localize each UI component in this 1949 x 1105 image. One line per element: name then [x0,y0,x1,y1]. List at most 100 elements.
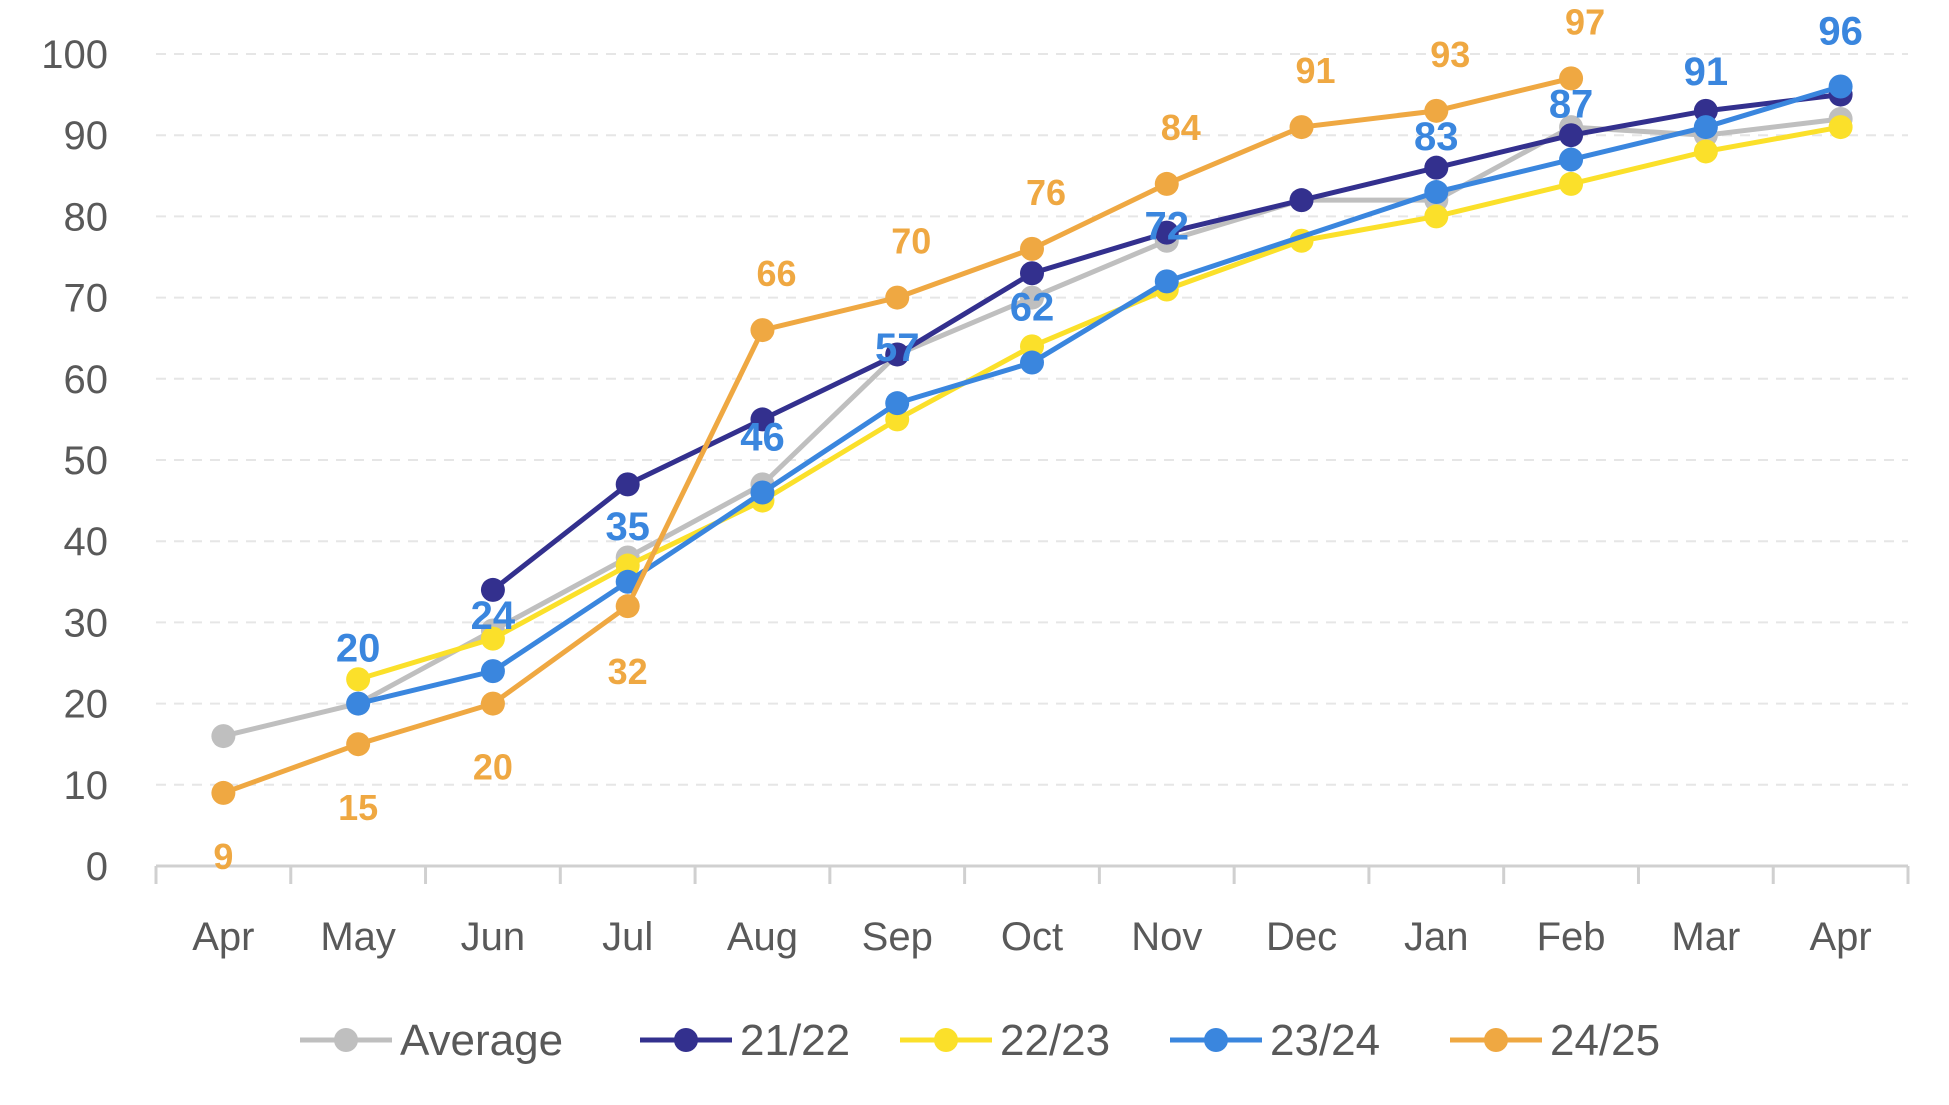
series-line [355,83,1844,707]
data-label: 46 [740,415,785,459]
series-23-24 [346,74,1853,716]
data-point [1020,236,1044,261]
legend-label: 23/24 [1270,1016,1380,1065]
legend-item: Average [300,1016,563,1065]
y-tick-label: 60 [64,358,109,402]
data-label: 20 [473,747,513,788]
x-tick-label: May [320,915,396,959]
data-point [1693,115,1718,140]
data-point [211,724,236,749]
data-point [1424,180,1449,205]
data-label: 70 [891,221,931,262]
data-label: 15 [338,787,378,828]
data-label: 76 [1026,172,1066,213]
legend-swatch-marker [1204,1028,1228,1052]
data-point [480,659,505,684]
data-point [615,472,640,497]
data-point [750,318,775,343]
data-point [480,626,505,651]
legend-swatch-marker [1484,1028,1508,1052]
x-tick-label: Nov [1131,915,1202,959]
data-point [1559,171,1584,196]
data-point [1154,269,1179,294]
data-label: 57 [875,326,920,370]
data-point [615,594,640,619]
legend-item: 23/24 [1170,1016,1380,1065]
data-label: 66 [756,253,796,294]
y-tick-label: 30 [64,601,109,645]
y-tick-label: 70 [64,277,109,321]
legend-swatch-marker [674,1028,698,1052]
data-point [1424,204,1449,229]
data-label: 24 [471,594,516,638]
y-tick-label: 40 [64,520,109,564]
y-tick-label: 80 [64,195,109,239]
x-tick-label: Aug [727,915,798,959]
series-24-25 [211,66,1584,805]
legend-swatch-marker [934,1028,958,1052]
series-22-23 [346,115,1853,692]
y-tick-label: 20 [64,683,109,727]
legend: Average 21/22 22/23 23/24 24/25 [300,1016,1660,1065]
legend-label: 21/22 [740,1016,850,1065]
y-tick-label: 10 [64,764,109,808]
data-point [1828,115,1853,140]
data-label: 97 [1565,1,1605,42]
data-point [346,691,371,716]
data-point [885,342,910,367]
x-tick-label: Apr [1809,915,1871,959]
legend-label: 22/23 [1000,1016,1110,1065]
data-label: 83 [1414,115,1459,159]
legend-swatch-marker [334,1028,358,1052]
data-point [1020,350,1044,375]
data-point [346,667,371,692]
legend-label: 24/25 [1550,1016,1660,1065]
data-label: 91 [1684,50,1729,94]
data-label: 32 [608,651,648,692]
y-axis-tick-labels: 0 10 20 30 40 50 60 70 80 90 100 [41,33,108,889]
x-axis [154,864,1910,884]
x-tick-label: Mar [1671,915,1740,959]
data-point [885,285,910,310]
data-point [1559,123,1584,148]
data-label: 62 [1010,286,1055,330]
data-point [211,780,236,805]
gridlines [156,53,1908,786]
data-point [750,480,775,505]
x-tick-label: Dec [1266,915,1337,959]
data-label: 87 [1549,83,1594,127]
x-tick-label: Jan [1404,915,1469,959]
data-label: 96 [1818,9,1863,53]
y-tick-label: 100 [41,33,108,77]
x-axis-tick-labels: Apr May Jun Jul Aug Sep Oct Nov Dec Jan Feb Mar Apr [192,915,1871,959]
data-label: 91 [1296,50,1336,91]
legend-item: 24/25 [1450,1016,1660,1065]
x-tick-label: Apr [192,915,254,959]
y-tick-label: 50 [64,439,109,483]
data-point [1289,115,1314,140]
data-point [1154,171,1179,196]
data-point [1020,261,1044,286]
y-tick-label: 90 [64,114,109,158]
data-label: 84 [1161,107,1201,148]
data-label: 9 [213,836,233,877]
data-point [885,391,910,416]
data-label: 93 [1430,34,1470,75]
data-point [480,577,505,602]
data-label: 35 [605,505,650,549]
data-point [1693,139,1718,164]
series-21-22 [480,82,1853,602]
data-point [1828,74,1853,99]
x-tick-label: Feb [1537,915,1606,959]
legend-item: 21/22 [640,1016,850,1065]
data-point [750,407,775,432]
series-lines [211,66,1853,805]
x-tick-label: Oct [1001,915,1063,959]
x-tick-label: Sep [862,915,933,959]
data-point [1424,98,1449,123]
data-point [1289,188,1314,213]
data-point [346,732,371,757]
legend-label: Average [400,1016,563,1065]
data-point [615,569,640,594]
